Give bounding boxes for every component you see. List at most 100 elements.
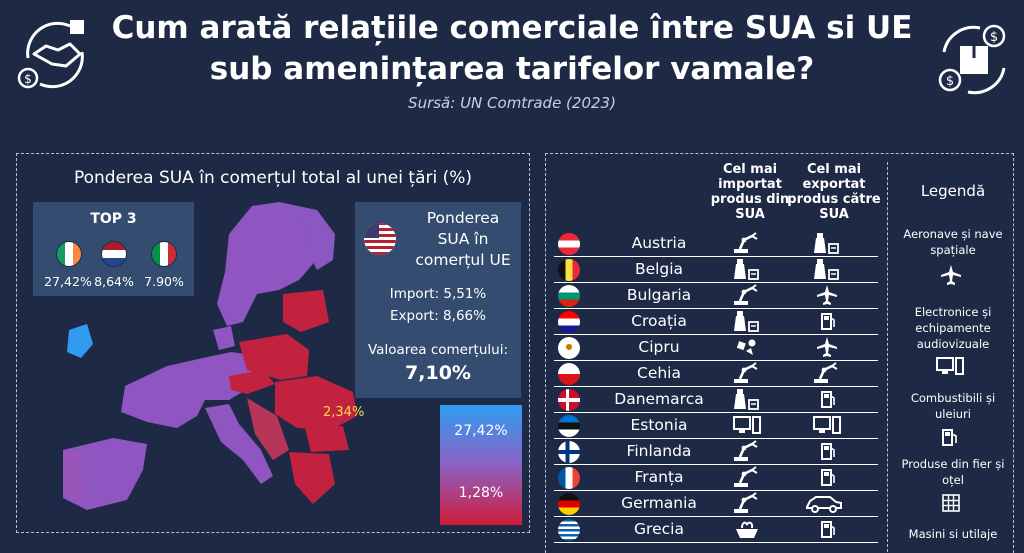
col2-l1: Cel mai xyxy=(806,162,862,177)
chemicals-icon xyxy=(732,258,772,282)
col1-l2: importat xyxy=(718,177,782,192)
france-flag xyxy=(558,467,580,489)
map-balkans xyxy=(247,398,289,460)
svg-text:$: $ xyxy=(24,72,32,86)
col2-l3: produs către xyxy=(787,192,881,207)
bulgaria-flag xyxy=(558,285,580,307)
legend-label-line: Combustibili și xyxy=(910,391,996,405)
map-bulgaria xyxy=(305,426,349,452)
country-name: Austria xyxy=(631,234,687,252)
estonia-flag xyxy=(558,415,580,437)
legend-label-line: Produse din fier și xyxy=(901,457,1005,471)
chemicals-icon xyxy=(812,258,856,282)
machinery-icon xyxy=(732,362,772,386)
greece-flag xyxy=(558,519,580,541)
fuel-pump-icon xyxy=(942,429,957,446)
legend-label-line: Masini si utilaje xyxy=(908,527,998,541)
top3-value: 7.90% xyxy=(144,274,184,289)
fuel-icon xyxy=(812,310,856,334)
map-west xyxy=(121,352,257,428)
map-czechia xyxy=(229,370,275,394)
col-header-import: Cel mai importat produs din SUA xyxy=(708,162,792,222)
us-box-title-l1: Ponderea xyxy=(426,209,500,227)
source-text: Sursă: UN Comtrade (2023) xyxy=(408,94,616,112)
map-sweden-finland xyxy=(217,202,317,326)
scale-min: 1,28% xyxy=(458,485,504,501)
chemicals-icon xyxy=(732,388,772,412)
title-line-1: Cum arată relațiile comerciale între SUA… xyxy=(111,10,913,46)
table-row: Germania xyxy=(554,492,878,517)
us-value: 7,10% xyxy=(405,362,471,384)
italy-flag xyxy=(152,242,176,266)
legend-title: Legendă xyxy=(920,182,986,200)
map-iberia xyxy=(63,438,147,510)
us-box-title: Ponderea SUA în comerțul UE xyxy=(407,208,519,271)
chemicals-icon xyxy=(732,310,772,334)
germany-flag xyxy=(558,493,580,515)
country-name: Belgia xyxy=(634,260,684,278)
netherlands-flag xyxy=(102,242,126,266)
map-baltics xyxy=(283,290,329,332)
finland-flag xyxy=(558,441,580,463)
map-panel-title: Ponderea SUA în comerțul total al unei ț… xyxy=(73,168,473,188)
machinery-icon xyxy=(732,466,772,490)
country-name: Germania xyxy=(621,494,697,512)
table-row: Croația xyxy=(554,310,878,335)
top3-value: 8,64% xyxy=(94,274,134,289)
machinery-icon xyxy=(732,232,772,256)
trade-table-panel: Cel mai importat produs din SUA Cel mai … xyxy=(545,153,1014,553)
table-row: Finlanda xyxy=(554,440,878,465)
legend-label: Aeronave și nave spațiale xyxy=(894,226,1012,258)
legend-label-line: Electronice și xyxy=(914,305,992,319)
czechia-flag xyxy=(558,363,580,385)
machinery-icon xyxy=(732,440,772,464)
us-export: Export: 8,66% xyxy=(390,308,486,324)
table-row: Cipru xyxy=(554,336,878,361)
aircraft-icon xyxy=(812,284,856,308)
map-denmark xyxy=(213,326,235,350)
map-ireland xyxy=(67,324,93,358)
svg-text:$: $ xyxy=(990,30,998,45)
map-portugal xyxy=(63,450,83,498)
table-row: Danemarca xyxy=(554,388,878,413)
table-row: Franța xyxy=(554,466,878,491)
map-italy xyxy=(205,404,273,484)
usa-flag xyxy=(364,223,396,255)
country-name: Finlanda xyxy=(626,442,692,460)
legend-divider xyxy=(887,162,888,552)
legend-label-line: oțel xyxy=(942,473,964,487)
fuel-icon xyxy=(812,518,856,542)
col-header-export: Cel mai exportat produs către SUA xyxy=(786,162,882,222)
map-greece xyxy=(289,452,335,504)
fuel-icon xyxy=(812,388,856,412)
legend-label-line: echipamente xyxy=(915,321,991,335)
cyprus-flag xyxy=(558,337,580,359)
us-box-title-l2: SUA în xyxy=(437,230,489,248)
machinery-icon xyxy=(732,492,772,516)
aircraft-icon xyxy=(941,265,961,285)
electronics-icon xyxy=(936,357,964,375)
top3-title: TOP 3 xyxy=(90,211,137,227)
color-scale: 27,42% 1,28% xyxy=(440,405,522,525)
vehicles-icon xyxy=(804,492,848,516)
chemicals-icon xyxy=(812,232,856,256)
table-row: Austria xyxy=(554,232,878,257)
legend-label: Electronice și echipamente audiovizuale xyxy=(894,304,1012,352)
legend-label-line: Aeronave și nave xyxy=(903,227,1003,241)
country-name: Cipru xyxy=(638,338,680,356)
legend-label-line: audiovizuale xyxy=(916,337,990,351)
page-title: Cum arată relațiile comerciale între SUA… xyxy=(0,8,1024,90)
table-row: Bulgaria xyxy=(554,284,878,309)
map-poland xyxy=(239,334,309,380)
map-finland xyxy=(279,202,335,270)
country-name: Grecia xyxy=(634,520,684,538)
us-share-box: Ponderea SUA în comerțul UE Import: 5,51… xyxy=(355,202,521,398)
europe-map: 2,34% xyxy=(63,202,364,510)
belgium-flag xyxy=(558,259,580,281)
col1-l3: produs din xyxy=(710,192,790,207)
country-name: Franța xyxy=(634,468,684,486)
country-name: Bulgaria xyxy=(626,286,692,304)
us-box-title-l3: comerțul UE xyxy=(415,251,511,269)
legend-label-line: spațiale xyxy=(930,243,976,257)
austria-flag xyxy=(558,233,580,255)
